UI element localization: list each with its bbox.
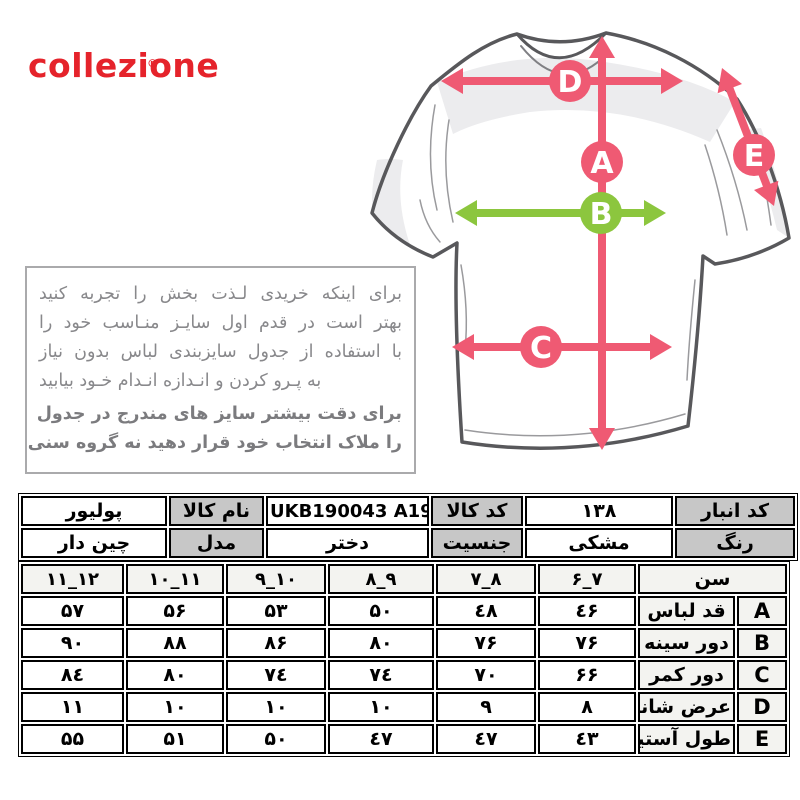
measure-badge-a: A: [581, 141, 623, 183]
field-value-item-code: UKB190043 A19: [266, 496, 429, 526]
field-value-model: چین دار: [21, 528, 167, 558]
age-header-label: سن: [638, 564, 788, 594]
size-chart-tables: کد انبار ۱۳۸ کد کالا UKB190043 A19 نام ک…: [18, 493, 798, 757]
field-value-stock-code: ۱۳۸: [525, 496, 673, 526]
measure-letter: A: [737, 596, 788, 626]
advice-line: برای اینکه خریدی لـذت بخش را تجربه کنید: [39, 284, 402, 304]
measure-value: ۷٤: [226, 660, 326, 690]
measure-value: ۵۳: [226, 596, 326, 626]
measure-value: ۱۰: [328, 692, 434, 722]
measure-value: ۸۰: [126, 660, 224, 690]
measure-label: قد لباس: [638, 596, 736, 626]
svg-text:C: C: [530, 331, 552, 366]
age-column: ۷_۸: [436, 564, 536, 594]
measure-value: ٤۳: [538, 724, 636, 754]
measure-badge-d: D: [549, 60, 591, 102]
measure-badge-b: B: [580, 192, 622, 234]
measure-row-a: A قد لباس ٤۶ ٤۸ ۵۰ ۵۳ ۵۶ ۵۷: [21, 596, 788, 626]
measure-value: ۵۰: [328, 596, 434, 626]
measure-value: ۶۶: [538, 660, 636, 690]
field-label-stock-code: کد انبار: [675, 496, 795, 526]
measure-value: ۷٤: [328, 660, 434, 690]
measure-row-b: B دور سینه ۷۶ ۷۶ ۸۰ ۸۶ ۸۸ ۹۰: [21, 628, 788, 658]
measure-value: ۸۸: [126, 628, 224, 658]
measure-value: ۸٤: [21, 660, 124, 690]
measure-label: دور سینه: [638, 628, 736, 658]
field-value-gender: دختر: [266, 528, 429, 558]
measure-value: ۵۶: [126, 596, 224, 626]
brand-logo: collezione ®: [28, 44, 219, 88]
age-column: ۶_۷: [538, 564, 636, 594]
measure-badge-e: E: [733, 134, 775, 176]
measure-badge-c: C: [520, 326, 562, 368]
measure-value: ۷۶: [538, 628, 636, 658]
product-info-row-1: کد انبار ۱۳۸ کد کالا UKB190043 A19 نام ک…: [21, 496, 795, 526]
product-info-row-2: رنگ مشکی جنسیت دختر مدل چین دار: [21, 528, 795, 558]
field-label-gender: جنسیت: [431, 528, 523, 558]
age-column: ۱۰_۱۱: [126, 564, 224, 594]
measure-value: ٤۶: [538, 596, 636, 626]
measure-arrow-b: [455, 200, 666, 226]
measure-value: ۱۱: [21, 692, 124, 722]
measure-label: دور کمر: [638, 660, 736, 690]
age-column: ۸_۹: [328, 564, 434, 594]
measure-value: ۸۶: [226, 628, 326, 658]
advice-line: با استفاده از جدول سایزبندی لباس بدون نی…: [39, 342, 402, 362]
measure-value: ۱۰: [226, 692, 326, 722]
measure-value: ٤۷: [436, 724, 536, 754]
field-label-item-name: نام کالا: [169, 496, 264, 526]
measure-value: ۹۰: [21, 628, 124, 658]
advice-line: به پـرو کردن و انـدازه انـدام خـود بیابی…: [39, 371, 322, 391]
age-header-row: سن ۶_۷ ۷_۸ ۸_۹ ۹_۱۰ ۱۰_۱۱ ۱۱_۱۲: [21, 564, 788, 594]
advice-line: بهتر است در قدم اول سایـز منـاسب خود را: [39, 313, 402, 333]
measure-label: طول آستین: [638, 724, 736, 754]
age-column: ۹_۱۰: [226, 564, 326, 594]
field-label-color: رنگ: [675, 528, 795, 558]
measure-letter: D: [737, 692, 788, 722]
svg-text:E: E: [744, 139, 765, 174]
measure-row-e: E طول آستین ٤۳ ٤۷ ٤۷ ۵۰ ۵۱ ۵۵: [21, 724, 788, 754]
advice-line-bold: را ملاک انتخاب خود قرار دهید نه گروه سنی: [27, 433, 402, 453]
measure-label: عرض شانه: [638, 692, 736, 722]
field-value-color: مشکی: [525, 528, 673, 558]
measure-letter: E: [737, 724, 788, 754]
sizing-advice-box: برای اینکه خریدی لـذت بخش را تجربه کنید …: [25, 266, 416, 474]
field-value-item-name: پولیور: [21, 496, 167, 526]
field-label-model: مدل: [169, 528, 264, 558]
field-label-item-code: کد کالا: [431, 496, 523, 526]
measure-value: ٤۸: [436, 596, 536, 626]
measure-value: ۵۷: [21, 596, 124, 626]
registered-trademark-icon: ®: [147, 57, 159, 70]
advice-line-bold: برای دقت بیشتر سایز های مندرج در جدول: [36, 404, 402, 424]
measure-value: ۸۰: [328, 628, 434, 658]
tshirt-measurement-diagram: D A B C E: [370, 31, 791, 450]
measure-letter: B: [737, 628, 788, 658]
svg-text:D: D: [558, 65, 583, 100]
measure-value: ۹: [436, 692, 536, 722]
measure-value: ۵۵: [21, 724, 124, 754]
measure-value: ۵۱: [126, 724, 224, 754]
svg-text:B: B: [590, 197, 613, 232]
measure-value: ۵۰: [226, 724, 326, 754]
measure-value: ۸: [538, 692, 636, 722]
measure-letter: C: [737, 660, 788, 690]
measure-value: ۷۰: [436, 660, 536, 690]
measure-value: ۷۶: [436, 628, 536, 658]
svg-text:A: A: [590, 146, 614, 181]
measure-arrow-a: [589, 36, 615, 450]
product-info-table: کد انبار ۱۳۸ کد کالا UKB190043 A19 نام ک…: [18, 493, 798, 561]
measure-row-c: C دور کمر ۶۶ ۷۰ ۷٤ ۷٤ ۸۰ ۸٤: [21, 660, 788, 690]
measure-row-d: D عرض شانه ۸ ۹ ۱۰ ۱۰ ۱۰ ۱۱: [21, 692, 788, 722]
measure-value: ٤۷: [328, 724, 434, 754]
brand-logo-text: collezione: [28, 46, 220, 85]
measure-value: ۱۰: [126, 692, 224, 722]
age-column: ۱۱_۱۲: [21, 564, 124, 594]
measurements-table: سن ۶_۷ ۷_۸ ۸_۹ ۹_۱۰ ۱۰_۱۱ ۱۱_۱۲ A قد لبا…: [18, 561, 791, 757]
